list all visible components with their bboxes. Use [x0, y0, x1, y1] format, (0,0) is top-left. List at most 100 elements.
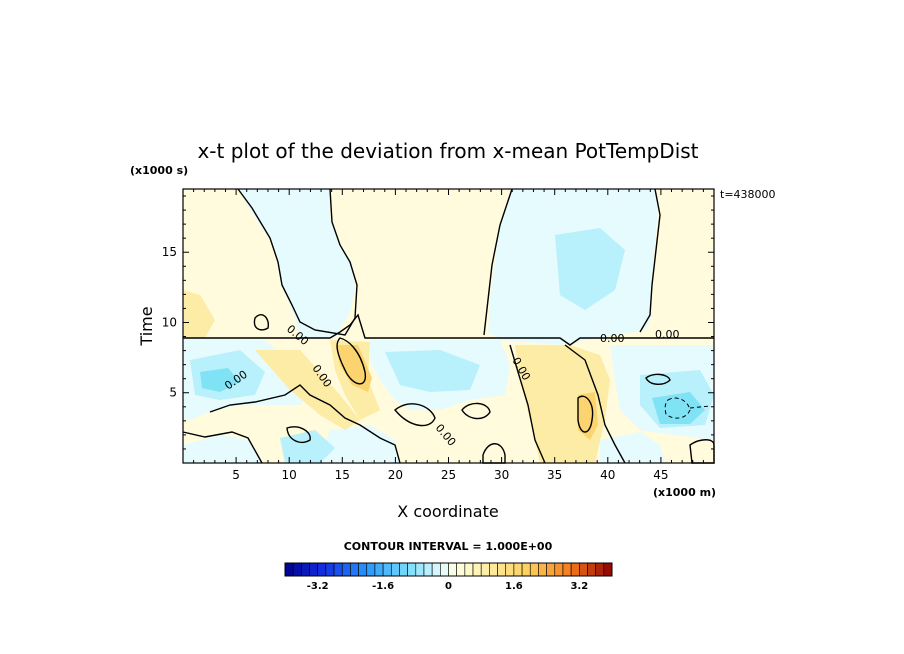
x-tick-label: 40: [600, 468, 615, 482]
colorbar: [284, 562, 613, 577]
contour-loop-bottom-left: [286, 426, 311, 444]
time-stamp: t=438000: [720, 188, 776, 201]
colorbar-labels: -3.2 -1.6 0 1.6 3.2: [307, 581, 588, 592]
colorbar-cell: [570, 562, 580, 577]
contour-label: 0.00: [655, 328, 680, 341]
strong-positive-regions: [336, 345, 598, 440]
negative-contour-dashed: [664, 397, 691, 419]
colorbar-cell: [440, 562, 449, 577]
x-axis-ticks: 5 10 15 20 25 30 35 40 45: [193, 189, 704, 482]
y-tick-label: 5: [169, 386, 177, 400]
colorbar-cell: [513, 562, 523, 577]
x-tick-label: 30: [494, 468, 509, 482]
colorbar-cell: [554, 562, 564, 577]
colorbar-cell: [390, 562, 400, 577]
colorbar-cell: [415, 562, 425, 577]
colorbar-frame: [284, 562, 613, 577]
colorbar-cell: [505, 562, 515, 577]
positive-region-upper-left: [183, 290, 215, 338]
colorbar-cell: [595, 562, 605, 577]
colorbar-cell: [366, 562, 376, 577]
y-axis-unit: (x1000 s): [130, 164, 188, 177]
contour-loop-right-1: [645, 373, 671, 385]
colorbar-cell: [358, 562, 368, 577]
colorbar-cell: [480, 562, 490, 577]
contour-right-valley: [509, 344, 546, 464]
colorbar-cell: [325, 562, 335, 577]
upper-left-negative-region: [238, 189, 355, 338]
x-tick-label: 20: [388, 468, 403, 482]
colorbar-cell: [350, 562, 359, 577]
colorbar-cell: [317, 562, 327, 577]
contour-interval-text: CONTOUR INTERVAL = 1.000E+00: [344, 540, 553, 553]
colorbar-cell: [407, 562, 417, 577]
colorbar-cell: [431, 562, 441, 577]
colorbar-tick-label: -3.2: [307, 581, 329, 592]
x-tick-label: 15: [335, 468, 350, 482]
colorbar-cell: [521, 562, 531, 577]
colorbar-cell: [587, 562, 596, 577]
colorbar-tick-label: 3.2: [570, 581, 588, 592]
x-tick-label: 10: [282, 468, 297, 482]
bottom-middle-negative-region: [320, 425, 400, 463]
colorbar-tick-label: 0: [445, 581, 452, 592]
colorbar-cell: [284, 562, 294, 577]
x-tick-label: 45: [653, 468, 668, 482]
plot-area: 0.00 0.00 0.00 0.00 0.00 0.00 0.00: [182, 188, 715, 464]
colorbar-cell: [472, 562, 482, 577]
colorbar-cell: [382, 562, 392, 577]
contour-loop-mid-2: [461, 402, 491, 420]
strong-negative-patch-bottom: [280, 430, 335, 463]
contour-loop-bottom-mid: [482, 443, 506, 464]
strongest-negative-patch-left: [200, 368, 240, 392]
strong-negative-patch-upper: [555, 228, 625, 310]
contour-loop-left: [253, 314, 270, 331]
colorbar-cell: [529, 562, 539, 577]
colorbar-cell: [423, 562, 433, 577]
colorbar-cell: [292, 562, 302, 577]
y-axis-label: Time: [137, 306, 156, 346]
colorbar-cell: [464, 562, 474, 577]
colorbar-cell: [399, 562, 408, 577]
colorbar-cell: [309, 562, 318, 577]
x-axis-unit: (x1000 m): [653, 486, 716, 499]
x-axis-label: X coordinate: [397, 502, 498, 521]
contour-loop-center: [336, 337, 366, 385]
y-axis-ticks: 5 10 15: [162, 195, 714, 450]
colorbar-cell: [489, 562, 498, 577]
negative-contour-dashed-tail: [689, 405, 711, 409]
colorbar-cell: [448, 562, 457, 577]
x-tick-label: 35: [547, 468, 562, 482]
colorbar-cell: [546, 562, 556, 577]
contour-loop-positive-core: [577, 395, 594, 433]
colorbar-cell: [333, 562, 343, 577]
colorbar-cell: [578, 562, 588, 577]
strong-negative-patch-center: [385, 350, 480, 392]
strong-positive-region-center: [336, 345, 372, 392]
colorbar-cell: [374, 562, 384, 577]
contour-upper-right: [483, 188, 513, 336]
positive-region-left-diagonal: [255, 350, 360, 430]
bottom-left-negative-region: [183, 435, 262, 463]
zero-contours: [182, 188, 715, 464]
colorbar-cell: [497, 562, 507, 577]
x-tick-label: 5: [232, 468, 240, 482]
colorbar-cell: [456, 562, 466, 577]
contour-lower-left-2: [209, 384, 401, 464]
bottom-right-negative-region: [600, 432, 665, 463]
strongest-negative-patches: [200, 368, 705, 424]
colorbar-cell: [603, 562, 613, 577]
strong-positive-region-right: [578, 392, 598, 440]
contour-label: 0.00: [600, 332, 625, 345]
colorbar-cell: [562, 562, 572, 577]
y-tick-label: 10: [162, 315, 177, 329]
contour-upper-left: [237, 188, 358, 336]
contour-lower-left-1: [182, 431, 263, 464]
colorbar-cell: [341, 562, 351, 577]
strong-negative-patches: [190, 228, 714, 463]
x-tick-label: 25: [441, 468, 456, 482]
strongest-negative-patch-right: [652, 392, 705, 424]
colorbar-tick-label: -1.6: [372, 581, 394, 592]
colorbar-tick-label: 1.6: [505, 581, 523, 592]
